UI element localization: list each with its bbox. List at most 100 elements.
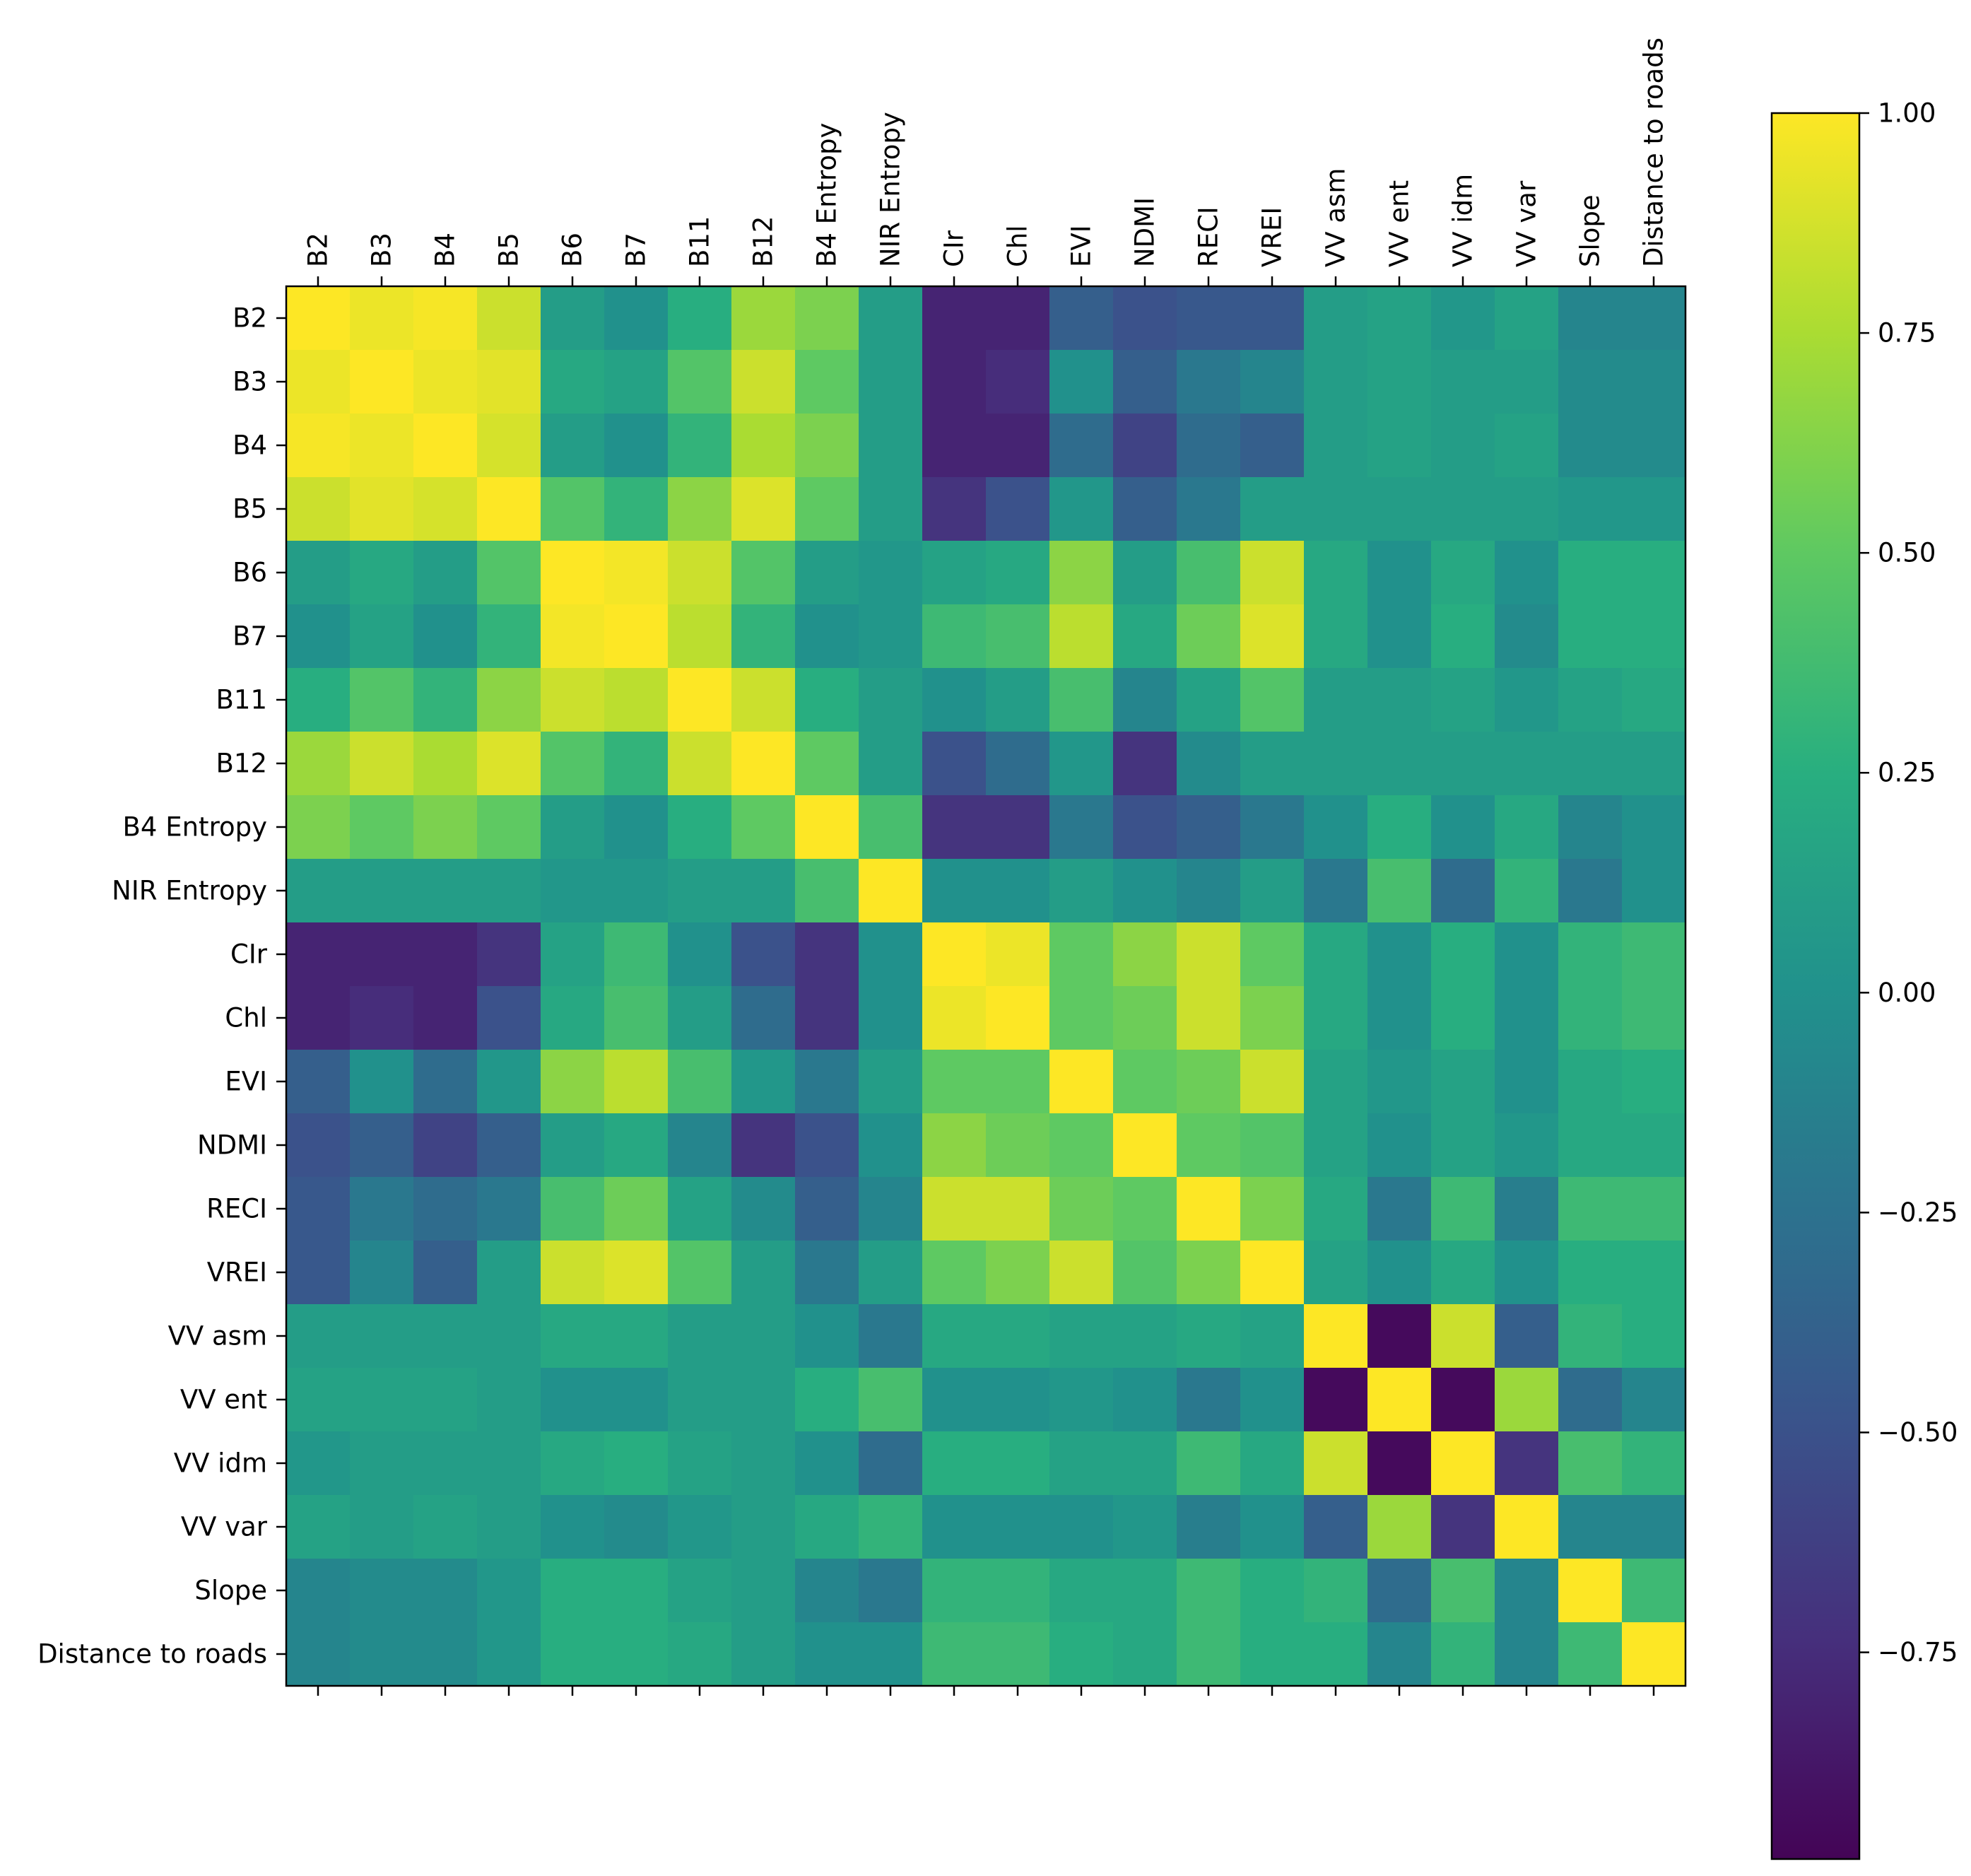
heatmap-cell: NIR Entropy / NDMI: 0 (1113, 859, 1177, 923)
heatmap-cell: B5 / B11: 0.65 (668, 477, 732, 541)
heatmap-cell: EVI / NDMI: 0.5 (1113, 1050, 1177, 1114)
heatmap-cell: B7 / VV var: -0.05 (1495, 604, 1559, 669)
heatmap-cell: B11 / B7: 0.8 (604, 668, 669, 732)
y-tick-label-b11: B11 (216, 685, 267, 715)
heatmap-cell: Slope / B11: 0.15 (668, 1559, 732, 1623)
heatmap-cell: B5 / B5: 1 (477, 477, 541, 541)
heatmap-cell: VV asm / B6: 0.2 (541, 1304, 605, 1368)
heatmap-cell: B4 / B12: 0.75 (731, 414, 796, 478)
y-tick-label-slope: Slope (194, 1576, 267, 1606)
heatmap-cell: B12 / Distance to roads: 0.1 (1622, 732, 1686, 796)
heatmap-cell: B3 / Distance to roads: -0.05 (1622, 350, 1686, 414)
heatmap-cell: RECI / B3: -0.2 (350, 1177, 414, 1241)
colorbar-tick-label: −0.50 (1878, 1417, 1958, 1448)
heatmap-cell: B12 / B11: 0.85 (668, 732, 732, 796)
heatmap-cell: NDMI / VREI: 0.45 (1240, 1113, 1305, 1178)
heatmap-cell: B6 / VV var: 0 (1495, 541, 1559, 605)
heatmap-cell: VV idm / EVI: 0.15 (1049, 1431, 1114, 1496)
heatmap-cell: B5 / B2: 0.85 (286, 477, 351, 541)
heatmap-cell: EVI / CIr: 0.5 (922, 1050, 987, 1114)
heatmap-cell: Chl / B5: -0.5 (477, 986, 541, 1050)
heatmap-cell: RECI / Chl: 0.85 (986, 1177, 1050, 1241)
heatmap-cell: VV asm / B4 Entropy: 0 (795, 1304, 859, 1368)
heatmap-cell: NIR Entropy / EVI: 0.1 (1049, 859, 1114, 923)
heatmap-cell: B11 / Chl: 0.1 (986, 668, 1050, 732)
heatmap-cell: NDMI / B2: -0.5 (286, 1113, 351, 1178)
x-tick-label-b11: B11 (685, 216, 715, 267)
heatmap-cell: Chl / NDMI: 0.55 (1113, 986, 1177, 1050)
heatmap-cell: VV idm / Distance to roads: 0.3 (1622, 1431, 1686, 1496)
y-tick-label-vv-asm: VV asm (168, 1321, 267, 1352)
x-tick-label-b4: B4 (430, 233, 461, 267)
heatmap-cell: B4 Entropy / Distance to roads: 0 (1622, 795, 1686, 860)
heatmap-cell: VV ent / VREI: 0 (1240, 1368, 1305, 1432)
heatmap-cell: VV ent / VV asm: -0.95 (1304, 1368, 1368, 1432)
heatmap-cell: VV idm / CIr: 0.25 (922, 1431, 987, 1496)
heatmap-cell: B5 / EVI: 0.05 (1049, 477, 1114, 541)
heatmap-cell: B5 / B6: 0.45 (541, 477, 605, 541)
heatmap-cell: Slope / Distance to roads: 0.35 (1622, 1559, 1686, 1623)
heatmap-cell: NDMI / RECI: 0.5 (1177, 1113, 1241, 1178)
heatmap-cell: VV ent / EVI: 0.05 (1049, 1368, 1114, 1432)
heatmap-cell: VREI / CIr: 0.5 (922, 1241, 987, 1305)
heatmap-cell: VV var / NDMI: 0.05 (1113, 1495, 1177, 1559)
heatmap-cell: B11 / B12: 0.85 (731, 668, 796, 732)
heatmap-cell: RECI / B12: -0.05 (731, 1177, 796, 1241)
heatmap-cell: B5 / VREI: 0.1 (1240, 477, 1305, 541)
heatmap-cell: VREI / VV asm: 0.15 (1304, 1241, 1368, 1305)
heatmap-cell: Chl / VV var: 0 (1495, 986, 1559, 1050)
heatmap-cell: B5 / VV var: 0.1 (1495, 477, 1559, 541)
heatmap-cell: B4 Entropy / VV ent: 0.25 (1367, 795, 1432, 860)
x-tick-label-nir-entropy: NIR Entropy (876, 112, 906, 267)
heatmap-cell: VV asm / B4: 0.1 (413, 1304, 478, 1368)
heatmap-cell: B7 / B5: 0.3 (477, 604, 541, 669)
heatmap-cell: NIR Entropy / NIR Entropy: 1 (859, 859, 923, 923)
heatmap-cell: VV asm / VV asm: 1 (1304, 1304, 1368, 1368)
heatmap-cell: B5 / VV idm: 0.1 (1431, 477, 1495, 541)
heatmap-cell: EVI / Distance to roads: 0.25 (1622, 1050, 1686, 1114)
colorbar-tick-label: 0.50 (1878, 538, 1936, 568)
heatmap-cell: B4 Entropy / Chl: -0.7 (986, 795, 1050, 860)
x-tick-label-b5: B5 (494, 233, 524, 267)
heatmap-cell: Chl / B2: -0.8 (286, 986, 351, 1050)
heatmap-cell: B3 / RECI: -0.2 (1177, 350, 1241, 414)
heatmap-cell: Distance to roads / Chl: 0.35 (986, 1622, 1050, 1687)
heatmap-cell: RECI / VV var: -0.15 (1495, 1177, 1559, 1241)
heatmap-cell: Distance to roads / B6: 0.25 (541, 1622, 605, 1687)
heatmap-cell: B11 / NDMI: -0.1 (1113, 668, 1177, 732)
heatmap-cell: NIR Entropy / VV var: 0.3 (1495, 859, 1559, 923)
heatmap-cell: CIr / VV var: 0 (1495, 922, 1559, 987)
heatmap-cell: B5 / B4: 0.88 (413, 477, 478, 541)
heatmap-cell: NIR Entropy / B3: 0.1 (350, 859, 414, 923)
heatmap-cell: Chl / B7: 0.4 (604, 986, 669, 1050)
heatmap-cell: VV ent / RECI: -0.2 (1177, 1368, 1241, 1432)
heatmap-cell: VV asm / B5: 0.1 (477, 1304, 541, 1368)
heatmap-cell: B12 / B7: 0.3 (604, 732, 669, 796)
heatmap-cell: Slope / B4: -0.05 (413, 1559, 478, 1623)
heatmap-cell: B11 / B4 Entropy: 0.25 (795, 668, 859, 732)
heatmap-cell: B5 / Chl: -0.5 (986, 477, 1050, 541)
heatmap-cell: B4 / B6: 0.1 (541, 414, 605, 478)
heatmap-cell: Distance to roads / B5: 0.05 (477, 1622, 541, 1687)
heatmap-cell: B4 / B5: 0.88 (477, 414, 541, 478)
heatmap-cell: RECI / B7: 0.55 (604, 1177, 669, 1241)
heatmap-cell: VV ent / B7: 0 (604, 1368, 669, 1432)
heatmap-cell: B3 / VV idm: 0.1 (1431, 350, 1495, 414)
heatmap-cell: B4 Entropy / B6: 0.1 (541, 795, 605, 860)
heatmap-cell: VREI / B4: -0.4 (413, 1241, 478, 1305)
x-tick-label-b2: B2 (303, 233, 334, 267)
heatmap-cell: CIr / NDMI: 0.65 (1113, 922, 1177, 987)
heatmap-cell: VV asm / Chl: 0.2 (986, 1304, 1050, 1368)
heatmap-cell: B4 Entropy / VV asm: 0 (1304, 795, 1368, 860)
heatmap-cell: B2 / EVI: -0.4 (1049, 286, 1114, 351)
heatmap-cell: VREI / EVI: 0.85 (1049, 1241, 1114, 1305)
heatmap-cell: NIR Entropy / CIr: 0 (922, 859, 987, 923)
y-tick-label-reci: RECI (206, 1194, 267, 1224)
heatmap-cell: Chl / RECI: 0.85 (1177, 986, 1241, 1050)
heatmap-cell: B7 / B6: 0.97 (541, 604, 605, 669)
heatmap-cell: VREI / B5: 0.1 (477, 1241, 541, 1305)
heatmap-cell: VV ent / B11: 0.1 (668, 1368, 732, 1432)
heatmap-cell: VREI / B6: 0.85 (541, 1241, 605, 1305)
heatmap-cell: B11 / Slope: 0.15 (1558, 668, 1623, 732)
heatmap-cell: B12 / B4: 0.75 (413, 732, 478, 796)
